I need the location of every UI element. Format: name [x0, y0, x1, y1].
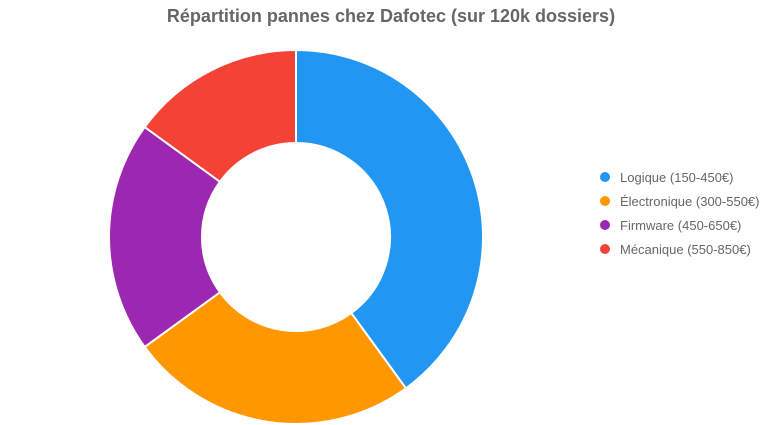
legend-item[interactable]: Firmware (450-650€): [600, 213, 759, 237]
legend-label: Mécanique (550-850€): [620, 241, 751, 257]
legend-item[interactable]: Logique (150-450€): [600, 165, 759, 189]
legend-item[interactable]: Électronique (300-550€): [600, 189, 759, 213]
legend-marker-icon: [600, 244, 610, 254]
slice-2[interactable]: [108, 125, 222, 349]
slice-0[interactable]: [295, 48, 484, 390]
legend-marker-icon: [600, 196, 610, 206]
legend-label: Firmware (450-650€): [620, 217, 742, 233]
slice-3[interactable]: [143, 48, 297, 184]
chart-title: Répartition pannes chez Dafotec (sur 120…: [166, 6, 616, 26]
legend-label: Logique (150-450€): [620, 169, 734, 185]
legend-marker-icon: [600, 220, 610, 230]
slice-1[interactable]: [143, 290, 408, 425]
legend-item[interactable]: Mécanique (550-850€): [600, 237, 759, 261]
legend-marker-icon: [600, 172, 610, 182]
legend: Logique (150-450€) Électronique (300-550€…: [600, 165, 759, 261]
legend-label: Électronique (300-550€): [620, 193, 760, 209]
